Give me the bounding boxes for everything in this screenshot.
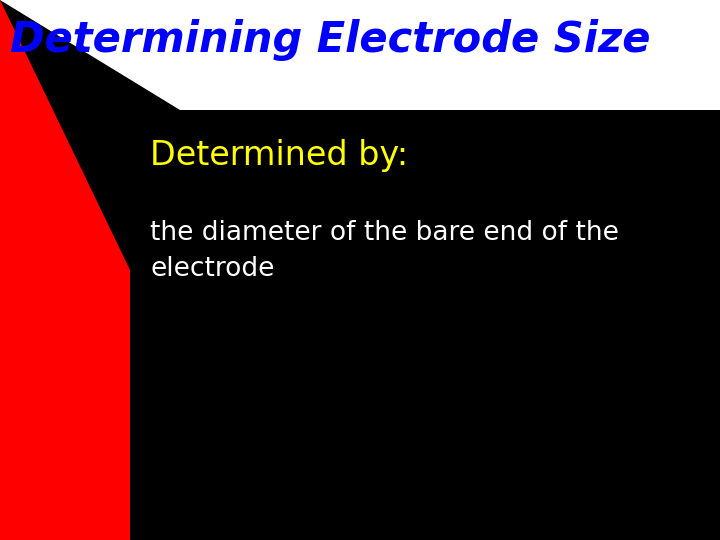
Text: Determined by:: Determined by:	[150, 138, 408, 172]
Polygon shape	[0, 0, 130, 540]
Text: Determining Electrode Size: Determining Electrode Size	[10, 19, 650, 61]
Text: the diameter of the bare end of the
electrode: the diameter of the bare end of the elec…	[150, 220, 619, 282]
Polygon shape	[0, 0, 720, 110]
